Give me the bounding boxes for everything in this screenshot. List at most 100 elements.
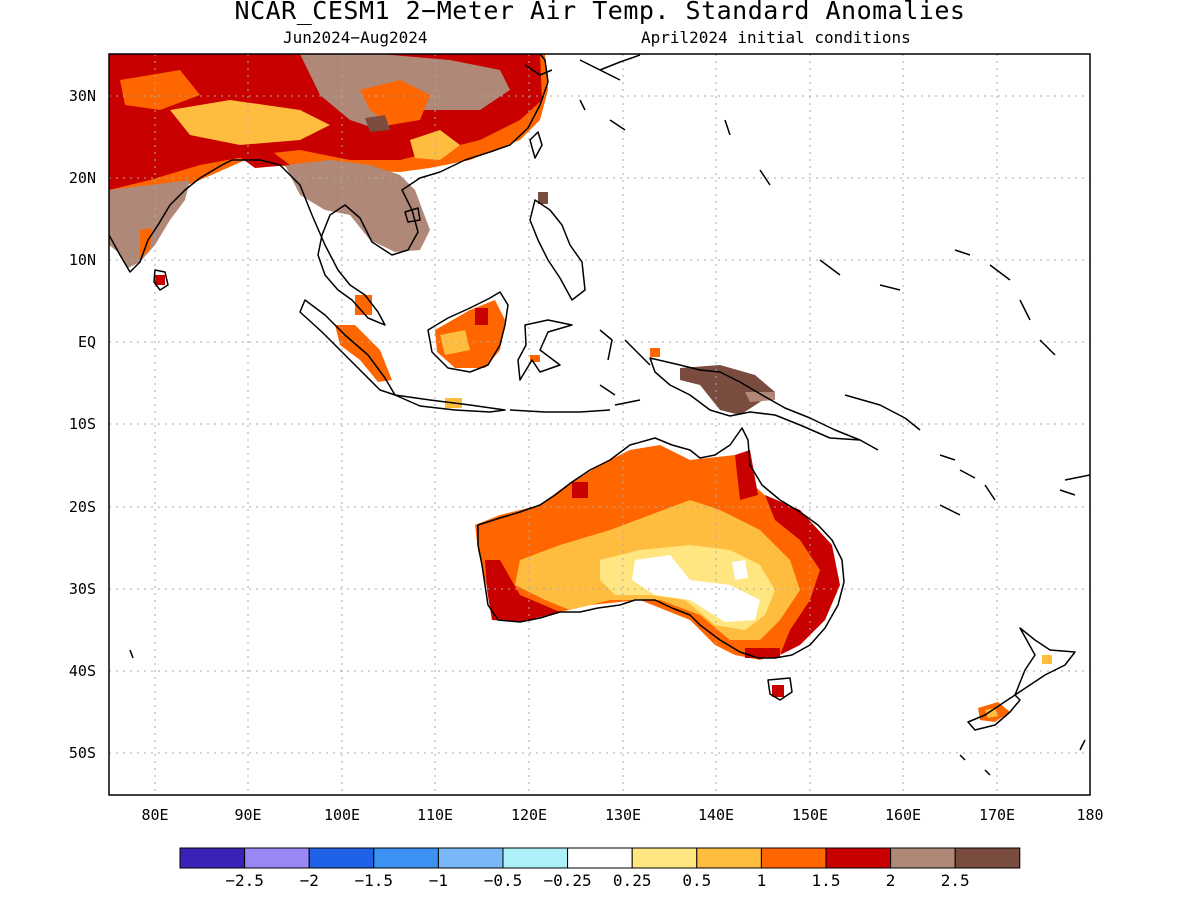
colorbar-label: −2 — [300, 871, 319, 890]
colorbar-label: 1.5 — [812, 871, 841, 890]
srilanka-patch — [155, 275, 165, 285]
australia-s-patch — [745, 648, 780, 658]
colorbar-swatch — [308, 847, 375, 869]
philippines-patch — [538, 192, 548, 204]
y-tick-label: 30N — [69, 87, 96, 105]
anomaly-shading — [109, 54, 1052, 722]
borneo-coastline — [427, 291, 509, 373]
colorbar-swatch — [373, 847, 439, 869]
hainan-coastline — [404, 207, 421, 223]
y-axis-labels: 30N 20N 10N EQ 10S 20S 30S 40S 50S — [69, 87, 96, 762]
gridlines — [109, 54, 1090, 795]
tasmania-patch — [772, 685, 784, 697]
x-tick-label: 130E — [605, 806, 641, 824]
indochina-extreme-shading — [285, 160, 430, 252]
srilanka-coastline — [153, 269, 169, 291]
colorbar-swatch — [954, 847, 1021, 869]
y-tick-label: EQ — [78, 333, 96, 351]
newguinea-extreme-shading — [680, 365, 775, 415]
y-tick-label: 30S — [69, 580, 96, 598]
colorbar-label: −0.5 — [484, 871, 523, 890]
nz-south-coastline — [967, 694, 1021, 731]
colorbar-swatch — [825, 847, 892, 869]
map-plot-area — [109, 54, 1090, 795]
x-tick-label: 90E — [234, 806, 261, 824]
china-extreme-core — [365, 115, 390, 132]
y-tick-label: 10N — [69, 251, 96, 269]
colorbar-swatch — [760, 847, 827, 869]
colorbar-label: 2.5 — [941, 871, 970, 890]
nz-north-coastline — [1014, 627, 1076, 696]
y-tick-label: 50S — [69, 744, 96, 762]
borneo-moderate-shading — [440, 330, 470, 355]
x-tick-label: 120E — [511, 806, 547, 824]
malaysia-shading — [355, 295, 372, 315]
colorbar-label: 2 — [886, 871, 896, 890]
china-warm-patch — [360, 80, 430, 125]
colorbar-swatch — [631, 847, 698, 869]
sulawesi-coastline — [517, 319, 573, 381]
colorbar-label: −2.5 — [225, 871, 264, 890]
asia-coastline — [109, 54, 549, 326]
x-tick-label: 160E — [885, 806, 921, 824]
australia-n-very-warm — [735, 450, 758, 500]
x-tick-label: 140E — [698, 806, 734, 824]
australia-normal-east — [732, 560, 748, 580]
season-label: Jun2024−Aug2024 — [283, 28, 428, 47]
sumatra-coastline — [299, 299, 396, 396]
lesser-sunda-coastline — [509, 399, 641, 413]
korea-japan-coastline — [524, 54, 641, 76]
halmahera-patch — [650, 348, 660, 357]
colorbar-label: −0.25 — [544, 871, 592, 890]
solomon-coastline — [844, 394, 921, 451]
tasmania-coastline — [767, 677, 793, 701]
colorbar-swatch — [244, 847, 310, 869]
y-tick-label: 40S — [69, 662, 96, 680]
nz-south-moderate — [985, 708, 998, 718]
maluku-coastline — [599, 329, 651, 396]
x-tick-label: 170E — [979, 806, 1015, 824]
colorbar-label: 0.25 — [613, 871, 652, 890]
map-title: NCAR_CESM1 2−Meter Air Temp. Standard An… — [234, 0, 966, 25]
x-tick-label: 80E — [141, 806, 168, 824]
x-tick-label: 150E — [792, 806, 828, 824]
australia-sw-very-warm — [485, 560, 560, 622]
x-tick-label: 180 — [1076, 806, 1103, 824]
pacific-islands — [129, 69, 1090, 776]
tibet-moderate-shading — [170, 100, 330, 145]
newguinea-coastline — [649, 357, 861, 441]
philippines-coastline — [529, 199, 586, 301]
colorbar-label: 0.5 — [682, 871, 711, 890]
tibet-warm-core — [120, 70, 200, 110]
australia-coastline — [477, 427, 845, 659]
colorbar-swatch — [567, 847, 633, 869]
india-warm-patch — [140, 228, 152, 258]
x-tick-label: 100E — [324, 806, 360, 824]
india-extreme-shading — [109, 180, 190, 268]
x-tick-label: 110E — [417, 806, 453, 824]
newguinea-light-shading — [745, 392, 775, 402]
colorbar-swatch — [179, 847, 246, 869]
taiwan-coastline — [529, 131, 543, 159]
colorbar-label: −1.5 — [355, 871, 394, 890]
colorbar-swatch — [696, 847, 762, 869]
colorbar-swatch — [437, 847, 504, 869]
init-conditions-label: April2024 initial conditions — [641, 28, 911, 47]
borneo-very-warm-patch — [475, 308, 488, 325]
colorbar-swatch — [502, 847, 569, 869]
colorbar: −2.5 −2 −1.5 −1 −0.5 −0.25 0.25 0.5 1 1.5 2 2.5 — [179, 847, 1021, 890]
australia-normal-interior — [632, 555, 760, 622]
coastlines — [109, 54, 1090, 776]
plot-frame — [108, 53, 1091, 796]
colorbar-label: 1 — [757, 871, 767, 890]
nz-north-patch — [1042, 655, 1052, 664]
australia-e-very-warm — [765, 495, 840, 655]
y-tick-label: 10S — [69, 415, 96, 433]
java-coastline — [394, 394, 506, 413]
y-tick-label: 20S — [69, 498, 96, 516]
colorbar-swatch — [890, 847, 956, 869]
colorbar-label: −1 — [429, 871, 448, 890]
y-tick-label: 20N — [69, 169, 96, 187]
australia-nw-patch — [572, 482, 588, 498]
